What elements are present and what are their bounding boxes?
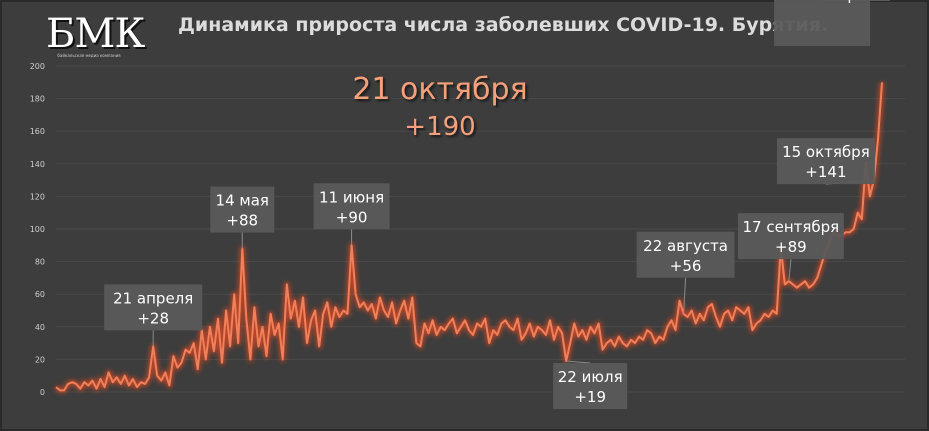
- callout-value: +88: [226, 212, 258, 230]
- y-tick-label: 0: [40, 388, 45, 397]
- callout-box: [776, 138, 875, 185]
- callout-box: [737, 213, 844, 260]
- y-tick-label: 140: [30, 160, 45, 169]
- callout-date: 21 октября: [778, 0, 866, 4]
- callout-value: +89: [775, 238, 807, 256]
- callout-box: [313, 183, 390, 230]
- logo-text: БМК: [46, 11, 145, 57]
- callout-value: +190: [801, 0, 842, 4]
- bmk-logo: БМК байкальская медиа компания: [44, 11, 145, 61]
- callout-value: +28: [137, 309, 169, 327]
- callout-connector: [788, 259, 792, 282]
- callout-date: 22 августа: [643, 237, 728, 255]
- callout-date: 15 октября: [782, 143, 870, 161]
- callout-connector: [683, 277, 687, 314]
- callout-box: [636, 231, 735, 278]
- callout-box: [104, 284, 203, 331]
- y-tick-label: 160: [30, 127, 45, 136]
- highlight-value: +190: [404, 112, 476, 142]
- y-tick-label: 100: [30, 225, 45, 234]
- callout-value: +19: [574, 388, 606, 406]
- y-tick-label: 180: [30, 95, 45, 104]
- callout-connector: [566, 360, 591, 364]
- y-tick-label: 80: [35, 258, 45, 267]
- y-tick-label: 120: [30, 192, 45, 201]
- callout-value: +90: [336, 208, 368, 226]
- callout-value: +56: [670, 257, 702, 275]
- highlight-date: 21 октября: [352, 72, 528, 107]
- callout-date: 11 июня: [319, 188, 384, 206]
- callout-date: 21 апреля: [113, 289, 193, 307]
- series-line: [55, 82, 883, 392]
- callout-box: [210, 186, 275, 233]
- y-tick-label: 200: [30, 62, 45, 71]
- chart-title: Динамика прироста числа заболевших COVID…: [178, 14, 829, 36]
- callout-date: 14 мая: [216, 192, 269, 210]
- y-tick-label: 40: [35, 323, 45, 332]
- callout-box: [774, 0, 871, 46]
- y-tick-label: 60: [35, 290, 45, 299]
- y-tick-label: 20: [35, 355, 45, 364]
- callout-value: +141: [805, 163, 846, 181]
- callout-box: [553, 363, 628, 410]
- logo-subtext: байкальская медиа компания: [57, 53, 121, 58]
- callout-date: 17 сентября: [743, 218, 840, 236]
- callout-date: 22 июля: [558, 368, 623, 386]
